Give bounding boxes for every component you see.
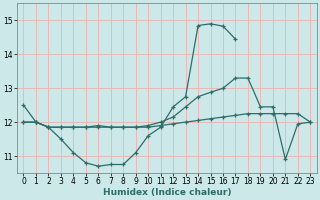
X-axis label: Humidex (Indice chaleur): Humidex (Indice chaleur) — [103, 188, 231, 197]
